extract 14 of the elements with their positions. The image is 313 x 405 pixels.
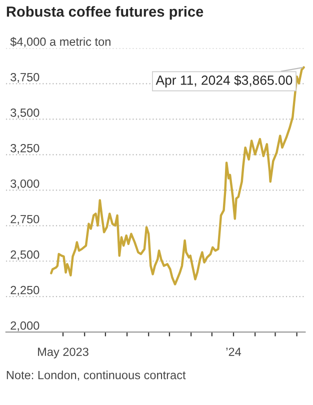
x-tick-label: May 2023 [38, 348, 88, 358]
x-tick-label: ’24 [226, 348, 242, 356]
y-tick-label: 2,000 [10, 321, 40, 332]
annotation: Apr 11, 2024 $3,865.00 [156, 74, 292, 88]
y-tick-label: 2,500 [10, 250, 40, 260]
y-tick-label: 2,250 [10, 286, 40, 296]
y-tick-label: 3,250 [10, 144, 40, 154]
chart-title: Robusta coffee futures price [6, 6, 204, 20]
y-tick-label: 2,750 [10, 214, 40, 225]
y-tick-label: 3,000 [10, 179, 40, 190]
text: Note: London, continuous contract [6, 370, 186, 381]
y-tick-label: 3,500 [10, 108, 40, 118]
y-tick-label: 3,750 [10, 72, 40, 83]
y-tick-label: $4,000 a metric ton [10, 37, 110, 48]
